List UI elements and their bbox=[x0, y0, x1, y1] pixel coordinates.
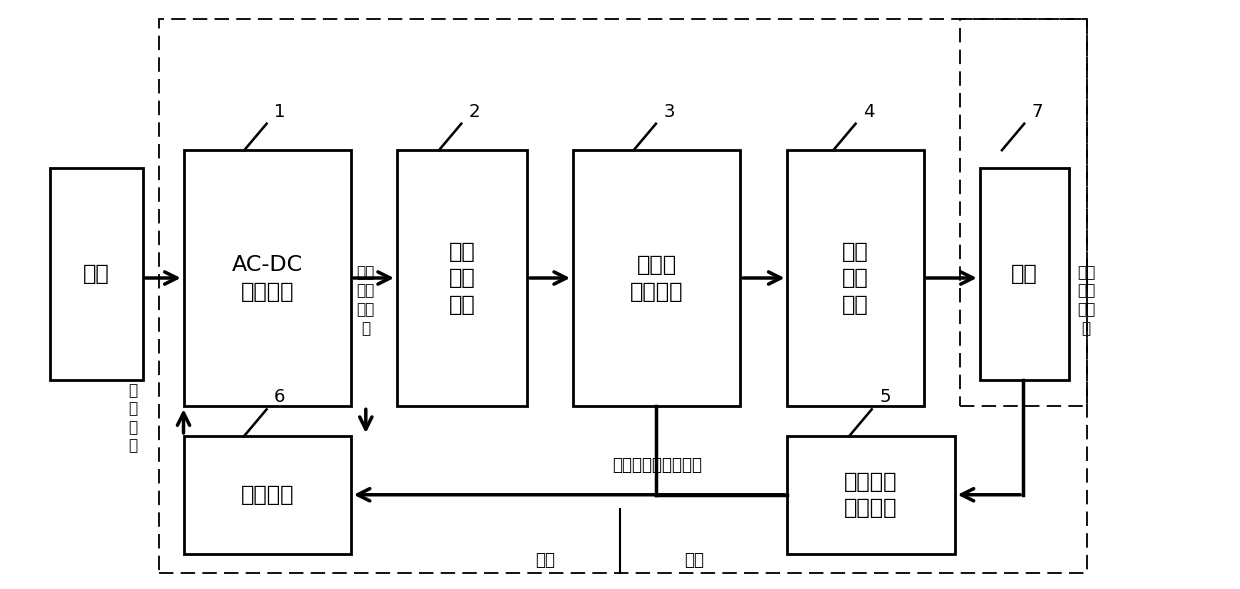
Text: 5: 5 bbox=[879, 388, 890, 406]
Text: 直流
采样
电路
二: 直流 采样 电路 二 bbox=[357, 265, 374, 336]
Text: 负载: 负载 bbox=[1011, 264, 1038, 284]
Text: 7: 7 bbox=[1032, 102, 1043, 121]
Bar bbox=[980, 168, 1069, 380]
Text: 3: 3 bbox=[663, 102, 675, 121]
Text: 高频
逆变
电路: 高频 逆变 电路 bbox=[449, 242, 475, 315]
Text: 整流
滤波
电路: 整流 滤波 电路 bbox=[842, 242, 869, 315]
Text: AC-DC
变换电路: AC-DC 变换电路 bbox=[232, 255, 303, 302]
Text: 充电状态
检测电路: 充电状态 检测电路 bbox=[844, 472, 898, 518]
Bar bbox=[50, 168, 143, 380]
Text: 驱
动
电
路: 驱 动 电 路 bbox=[128, 383, 138, 454]
Text: 电网: 电网 bbox=[83, 264, 109, 284]
Text: 2: 2 bbox=[469, 102, 480, 121]
Bar bbox=[787, 436, 955, 554]
Text: 1: 1 bbox=[274, 102, 285, 121]
Text: 6: 6 bbox=[274, 388, 285, 406]
Text: 4: 4 bbox=[863, 102, 874, 121]
Bar bbox=[159, 19, 1087, 573]
Text: 副边: 副边 bbox=[684, 551, 704, 568]
Text: 无线发射与接收电路: 无线发射与接收电路 bbox=[613, 456, 702, 474]
Bar bbox=[787, 150, 924, 406]
Bar bbox=[184, 436, 351, 554]
Text: 控制电路: 控制电路 bbox=[241, 485, 294, 505]
Text: 非接触
谐振电路: 非接触 谐振电路 bbox=[630, 255, 683, 302]
Bar bbox=[960, 19, 1087, 406]
Bar bbox=[573, 150, 740, 406]
Text: 原边: 原边 bbox=[536, 551, 556, 568]
Bar bbox=[184, 150, 351, 406]
Text: 直流
采样
电路
一: 直流 采样 电路 一 bbox=[1078, 265, 1095, 336]
Bar bbox=[397, 150, 527, 406]
